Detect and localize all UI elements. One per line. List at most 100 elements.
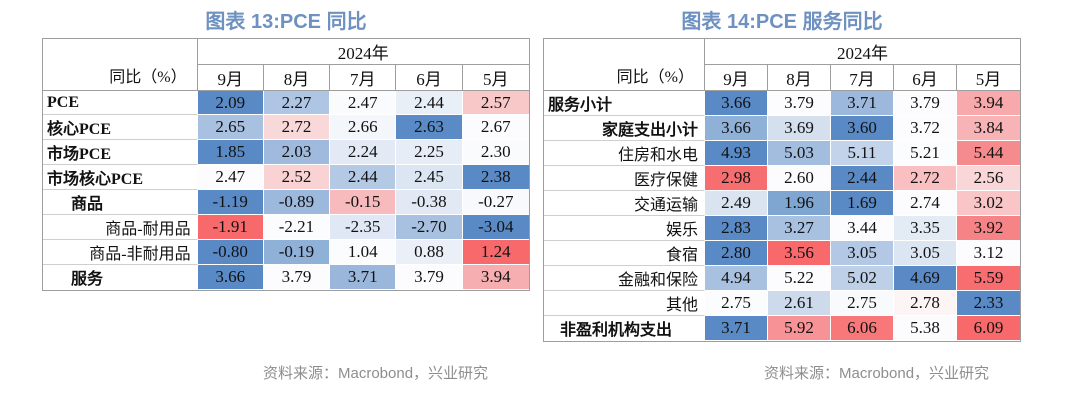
row-label: 非盈利机构支出 — [544, 316, 705, 341]
row-label: 商品-耐用品 — [43, 215, 198, 240]
value-cell: 2.03 — [263, 140, 331, 165]
value-cell: 3.02 — [957, 191, 1021, 216]
chart-title: 图表 13:PCE 同比 — [205, 11, 367, 33]
month-header: 9月 — [705, 65, 768, 91]
table-row: 娱乐 2.83 3.27 3.44 3.35 3.92 — [544, 216, 1021, 241]
value-cell: 2.24 — [330, 140, 397, 165]
value-cell: 2.60 — [768, 166, 831, 191]
value-cell: 6.09 — [957, 316, 1021, 341]
table-row: 商品 -1.19 -0.89 -0.15 -0.38 -0.27 — [43, 190, 529, 215]
value-cell: 2.72 — [263, 115, 331, 140]
row-label: 交通运输 — [544, 191, 705, 216]
value-cell: 2.98 — [705, 166, 768, 191]
value-cell: -0.38 — [396, 190, 463, 215]
row-label: 市场PCE — [43, 140, 198, 165]
table-row: PCE 2.09 2.27 2.47 2.44 2.57 — [43, 91, 529, 115]
panel-pce-services-yoy: 图表 14:PCE 服务同比 同比（%） 2024年 9月 8月 7月 6月 5月 服务小计 3… — [543, 0, 1022, 382]
value-cell: 3.27 — [768, 216, 831, 241]
value-cell: -0.15 — [330, 190, 397, 215]
row-label: 市场核心PCE — [43, 165, 198, 190]
value-cell: -1.19 — [197, 190, 264, 215]
value-cell: 3.05 — [831, 241, 894, 266]
value-cell: 3.56 — [768, 241, 831, 266]
value-cell: 1.96 — [768, 191, 831, 216]
value-cell: 0.88 — [396, 240, 463, 265]
value-cell: 2.65 — [197, 115, 264, 140]
value-cell: 2.66 — [330, 115, 397, 140]
value-cell: 2.27 — [263, 91, 331, 115]
year-header: 2024年 — [197, 39, 529, 65]
value-cell: 2.61 — [768, 291, 831, 316]
value-cell: 2.74 — [894, 191, 957, 216]
value-cell: 2.57 — [462, 91, 529, 115]
value-cell: -0.19 — [263, 240, 331, 265]
value-cell: 2.44 — [396, 91, 463, 115]
pce-yoy-table: 同比（%） 2024年 9月 8月 7月 6月 5月 PCE 2.09 2.27 2.47 2.44 2… — [42, 38, 530, 291]
value-cell: 3.79 — [396, 265, 463, 290]
value-cell: 2.47 — [197, 165, 264, 190]
table-row: 非盈利机构支出 3.71 5.92 6.06 5.38 6.09 — [544, 316, 1021, 341]
value-cell: -3.04 — [462, 215, 529, 240]
value-cell: 3.84 — [957, 116, 1021, 141]
value-cell: 2.83 — [705, 216, 768, 241]
row-label: 服务小计 — [544, 91, 705, 116]
value-cell: 4.93 — [705, 141, 768, 166]
month-header: 6月 — [396, 65, 463, 91]
value-cell: 3.79 — [894, 91, 957, 116]
value-cell: 3.79 — [263, 265, 331, 290]
row-label: 核心PCE — [43, 115, 198, 140]
value-cell: 3.35 — [894, 216, 957, 241]
table-row: 家庭支出小计 3.66 3.69 3.60 3.72 3.84 — [544, 116, 1021, 141]
value-cell: 1.04 — [330, 240, 397, 265]
value-cell: 3.94 — [957, 91, 1021, 116]
month-header: 7月 — [831, 65, 894, 91]
value-cell: 3.71 — [705, 316, 768, 341]
value-cell: 5.03 — [768, 141, 831, 166]
value-cell: 1.24 — [462, 240, 529, 265]
value-cell: -2.70 — [396, 215, 463, 240]
value-cell: 3.72 — [894, 116, 957, 141]
value-cell: -1.91 — [197, 215, 264, 240]
value-cell: 3.44 — [831, 216, 894, 241]
value-cell: -2.21 — [263, 215, 331, 240]
value-cell: -0.89 — [263, 190, 331, 215]
month-header: 7月 — [330, 65, 397, 91]
value-cell: -2.35 — [330, 215, 397, 240]
table-row: 市场核心PCE 2.47 2.52 2.44 2.45 2.38 — [43, 165, 529, 190]
value-cell: 2.44 — [831, 166, 894, 191]
row-label: 娱乐 — [544, 216, 705, 241]
row-label: 金融和保险 — [544, 266, 705, 291]
value-cell: 5.92 — [768, 316, 831, 341]
month-header: 8月 — [768, 65, 831, 91]
value-cell: 6.06 — [831, 316, 894, 341]
value-cell: 2.63 — [396, 115, 463, 140]
value-cell: 2.30 — [462, 140, 529, 165]
table-row: 其他 2.75 2.61 2.75 2.78 2.33 — [544, 291, 1021, 316]
value-cell: 5.11 — [831, 141, 894, 166]
table-row: 商品-非耐用品 -0.80 -0.19 1.04 0.88 1.24 — [43, 240, 529, 265]
value-cell: 2.75 — [705, 291, 768, 316]
value-cell: 3.66 — [705, 91, 768, 116]
month-header: 8月 — [263, 65, 331, 91]
value-cell: 2.56 — [957, 166, 1021, 191]
value-cell: 5.02 — [831, 266, 894, 291]
value-cell: 3.60 — [831, 116, 894, 141]
row-label: 商品-非耐用品 — [43, 240, 198, 265]
value-cell: 2.45 — [396, 165, 463, 190]
value-cell: 2.49 — [705, 191, 768, 216]
month-header: 5月 — [957, 65, 1021, 91]
value-cell: 3.94 — [462, 265, 529, 290]
value-cell: 2.80 — [705, 241, 768, 266]
corner-label-yoy-pct: 同比（%） — [544, 39, 705, 91]
value-cell: 5.38 — [894, 316, 957, 341]
row-label: PCE — [43, 91, 198, 115]
value-cell: 4.94 — [705, 266, 768, 291]
value-cell: 2.33 — [957, 291, 1021, 316]
value-cell: 3.79 — [768, 91, 831, 116]
value-cell: 2.25 — [396, 140, 463, 165]
source-caption: 资料来源：Macrobond，兴业研究 — [764, 365, 990, 382]
corner-label-yoy-pct: 同比（%） — [43, 39, 198, 91]
value-cell: 1.85 — [197, 140, 264, 165]
table-row: 金融和保险 4.94 5.22 5.02 4.69 5.59 — [544, 266, 1021, 291]
row-label: 住房和水电 — [544, 141, 705, 166]
